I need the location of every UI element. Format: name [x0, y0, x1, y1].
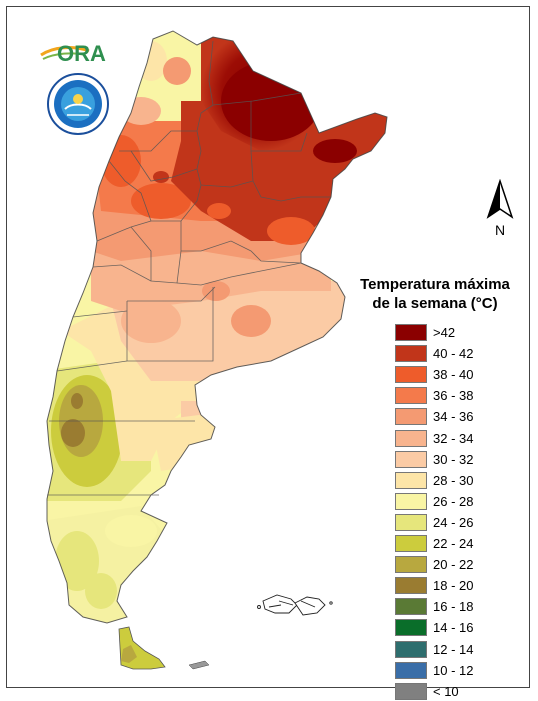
legend-label: 10 - 12	[433, 662, 474, 678]
legend-item: 24 - 26	[395, 513, 535, 532]
ora-logo-text: ORA	[57, 41, 106, 66]
legend-label: 14 - 16	[433, 620, 474, 636]
legend-item: 40 - 42	[395, 345, 535, 363]
legend-swatch	[395, 661, 427, 679]
legend-label: 16 - 18	[433, 599, 474, 615]
legend-item: 38 - 40	[395, 366, 535, 384]
legend-item: 30 - 32	[395, 450, 535, 469]
legend-swatch	[395, 619, 427, 637]
legend-swatch	[395, 598, 427, 616]
legend-item: 32 - 34	[395, 429, 535, 448]
legend-item: 12 - 14	[395, 640, 535, 659]
legend-label: 20 - 22	[433, 557, 474, 573]
north-label: N	[495, 222, 505, 238]
legend-title-line2: de la semana (°C)	[372, 295, 498, 312]
legend-item: 22 - 24	[395, 535, 535, 553]
temperature-map	[46, 30, 388, 670]
legend-label: < 10	[433, 683, 459, 699]
legend-item: 28 - 30	[395, 471, 535, 490]
legend-item: 18 - 20	[395, 577, 535, 595]
legend-title: Temperatura máxima de la semana (°C)	[337, 275, 533, 313]
temperature-fill	[47, 31, 387, 623]
legend-label: 18 - 20	[433, 578, 474, 594]
tierra-del-fuego	[118, 626, 210, 670]
legend-swatch	[395, 387, 427, 405]
legend: Temperatura máxima de la semana (°C) >42…	[337, 275, 537, 700]
legend-swatch	[395, 577, 427, 595]
legend-item: 26 - 28	[395, 492, 535, 511]
legend-swatch	[395, 556, 427, 574]
legend-swatch	[395, 471, 427, 489]
legend-label: 40 - 42	[433, 346, 474, 362]
legend-label: 30 - 32	[433, 451, 474, 467]
legend-swatch	[395, 408, 427, 426]
legend-label: 26 - 28	[433, 493, 474, 509]
legend-label: 28 - 30	[433, 472, 474, 488]
legend-label: 32 - 34	[433, 430, 474, 446]
legend-label: 34 - 36	[433, 409, 474, 425]
legend-swatch	[395, 366, 427, 384]
legend-item: 14 - 16	[395, 619, 535, 637]
map-frame: ORA N Temperatura máxima de la semana (°…	[6, 6, 530, 700]
legend-label: 36 - 38	[433, 388, 474, 404]
legend-item: 10 - 12	[395, 661, 535, 680]
legend-swatch	[395, 513, 427, 531]
legend-swatch	[395, 640, 427, 658]
legend-swatch	[395, 450, 427, 468]
smn-seal-logo	[47, 73, 109, 135]
legend-item: 36 - 38	[395, 387, 535, 405]
legend-title-line1: Temperatura máxima	[360, 276, 510, 293]
legend-item: 16 - 18	[395, 598, 535, 616]
north-arrow-icon: N	[486, 179, 514, 238]
legend-label: 38 - 40	[433, 367, 474, 383]
legend-label: 12 - 14	[433, 641, 474, 657]
legend-label: 24 - 26	[433, 514, 474, 530]
legend-swatch	[395, 324, 427, 341]
legend-swatch	[395, 492, 427, 510]
legend-label: >42	[433, 325, 456, 340]
legend-label: 22 - 24	[433, 536, 474, 551]
legend-swatch	[395, 535, 427, 552]
legend-item: 34 - 36	[395, 408, 535, 426]
ora-logo: ORA	[40, 41, 106, 66]
malvinas-islands	[257, 594, 333, 616]
legend-swatch	[395, 682, 427, 700]
province-borders	[46, 30, 388, 624]
legend-swatch	[395, 345, 427, 363]
legend-item: < 10	[395, 682, 535, 701]
legend-item: 20 - 22	[395, 556, 535, 574]
legend-item: >42	[395, 324, 535, 342]
legend-swatch	[395, 429, 427, 447]
